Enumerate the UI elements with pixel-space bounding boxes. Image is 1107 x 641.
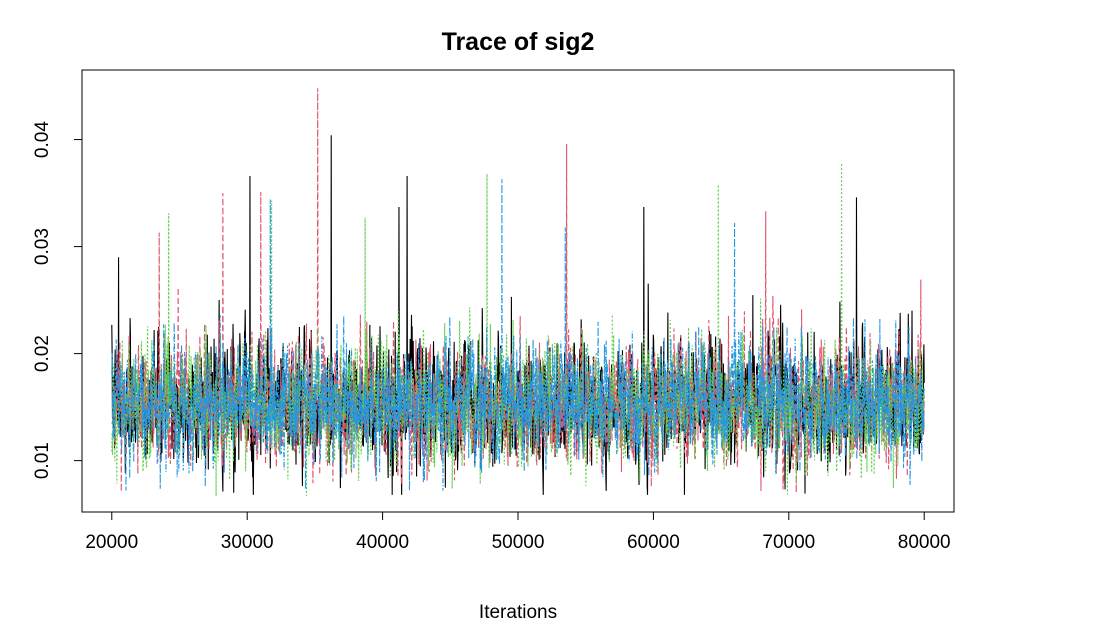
x-tick-label: 60000 <box>627 532 680 553</box>
chart-title: Trace of sig2 <box>442 28 595 56</box>
x-tick-label: 30000 <box>221 532 274 553</box>
y-tick-label: 0.01 <box>32 442 53 479</box>
x-tick-label: 50000 <box>492 532 545 553</box>
x-tick-label: 20000 <box>85 532 138 553</box>
y-tick-label: 0.03 <box>32 228 53 265</box>
x-tick-label: 80000 <box>898 532 951 553</box>
x-tick-label: 70000 <box>762 532 815 553</box>
trace-lines <box>111 88 925 496</box>
y-axis: 0.01 0.02 0.03 0.04 <box>32 121 83 479</box>
x-axis-label: Iterations <box>479 602 557 623</box>
y-tick-label: 0.04 <box>32 121 53 158</box>
trace-chain-4 <box>111 179 925 491</box>
x-tick-label: 40000 <box>356 532 409 553</box>
y-tick-label: 0.02 <box>32 335 53 372</box>
x-axis: 20000 30000 40000 50000 60000 70000 80000 <box>85 511 951 553</box>
